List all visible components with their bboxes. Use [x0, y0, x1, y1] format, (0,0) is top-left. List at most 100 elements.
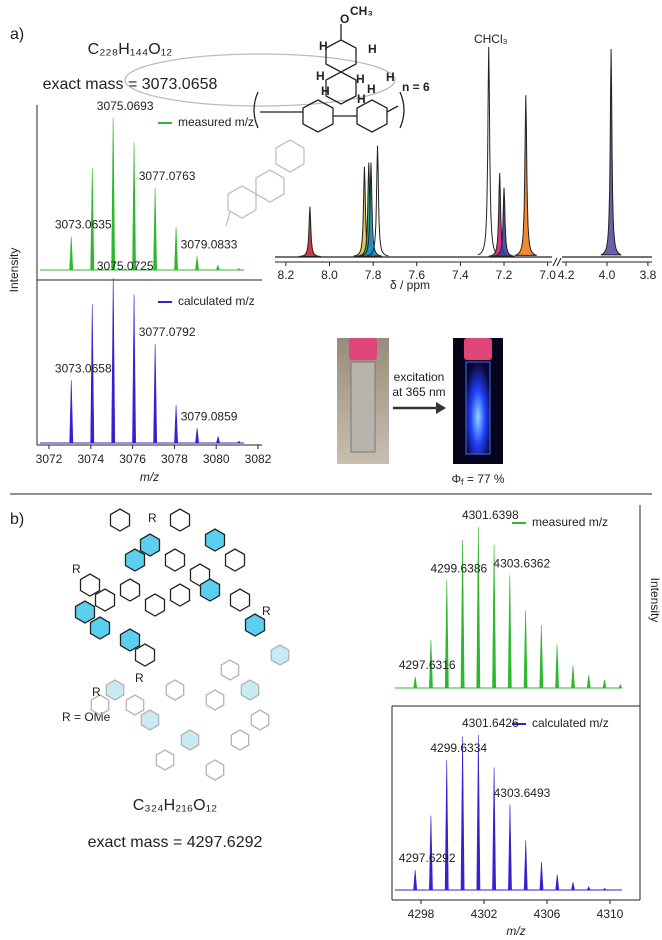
x-tick-label: 3076 [119, 452, 146, 466]
peak [539, 862, 544, 891]
ring [89, 616, 111, 640]
x-tick-label: 7.4 [452, 268, 469, 282]
peak-label: 3079.0833 [181, 237, 238, 251]
legend-label: measured m/z [532, 515, 608, 529]
structure-a-gray [225, 139, 305, 227]
peak-label: 3077.0763 [139, 169, 196, 183]
ring [79, 573, 101, 597]
x-tick-label: 8.0 [321, 268, 338, 282]
peak [195, 256, 199, 271]
structure-label: H [368, 42, 377, 56]
qy-value: = 77 % [464, 472, 505, 486]
peak [460, 539, 465, 689]
ring [140, 709, 160, 731]
ring [105, 679, 125, 701]
r-label: R [262, 604, 271, 618]
peak [602, 679, 607, 689]
peak [571, 882, 575, 891]
peak [507, 575, 512, 689]
ring [240, 679, 260, 701]
ring [134, 643, 156, 667]
ring [244, 613, 266, 637]
ring [74, 600, 96, 624]
exact-mass: exact mass = 4297.6292 [88, 834, 263, 851]
r-label: R [135, 671, 144, 685]
x-tick-label: 4.2 [558, 268, 575, 282]
x-tick-label: 4.0 [599, 268, 616, 282]
structure-label: O [340, 12, 349, 26]
ring [220, 659, 240, 681]
x-tick-label: 4298 [408, 907, 435, 921]
r-label: R [72, 562, 81, 576]
peak [69, 236, 74, 271]
y-axis-label: Intensity [648, 578, 662, 623]
peak [492, 544, 496, 689]
excitation-text: excitation [394, 370, 445, 384]
peak [413, 869, 418, 891]
peak [111, 277, 116, 444]
ring [144, 593, 166, 617]
peak-label: 4297.6316 [399, 658, 456, 672]
peak [236, 268, 242, 271]
peak [429, 815, 433, 891]
r-label: R [92, 685, 101, 699]
ring [139, 533, 161, 557]
peak [508, 804, 512, 891]
peak [153, 343, 158, 444]
structure-label: H [367, 82, 376, 96]
qy-symbol: Φ [451, 472, 461, 486]
peak-label: 3073.0658 [55, 361, 112, 375]
peak-label: 3075.0693 [97, 99, 154, 113]
nmr-peak [493, 187, 515, 257]
peak-label: 3075.0725 [97, 259, 154, 273]
quantum-yield: Φf = 77 % [451, 472, 504, 487]
peak [216, 436, 221, 444]
ring [119, 578, 141, 602]
nmr-peak [298, 206, 321, 257]
peak [132, 294, 136, 444]
peak [69, 380, 74, 444]
ring [119, 628, 141, 652]
x-axis-label: m/z [140, 470, 159, 484]
peak-label: 4303.6362 [493, 556, 550, 570]
x-tick-label: 8.2 [278, 268, 295, 282]
peak [413, 676, 418, 689]
nmr-peak [600, 49, 622, 256]
peak [444, 759, 449, 891]
structure-label: H [321, 84, 330, 98]
peak-label: 4303.6493 [494, 786, 551, 800]
peak [492, 767, 496, 891]
x-axis-label: m/z [506, 924, 525, 938]
legend-label: measured m/z [178, 115, 254, 129]
x-axis-label: δ / ppm [390, 278, 430, 292]
peak-label: 4301.6398 [462, 508, 519, 522]
structure-b [74, 508, 290, 781]
peak-label: 4299.6334 [430, 741, 487, 755]
peak [618, 684, 623, 689]
y-axis-label: Intensity [7, 248, 21, 293]
peak [174, 405, 178, 444]
structure-label: CH₃ [350, 4, 373, 18]
peak [460, 736, 465, 891]
peak-label: 4301.6426 [462, 716, 519, 730]
peak [90, 304, 95, 444]
peak [429, 639, 433, 689]
x-tick-label: 3082 [245, 452, 272, 466]
peak [444, 580, 449, 689]
legend-label: calculated m/z [178, 294, 255, 308]
ring [164, 548, 186, 572]
peak [555, 644, 559, 689]
legend-label: calculated m/z [532, 716, 609, 730]
structure-label: H [316, 69, 325, 83]
peak-label: 3079.0859 [181, 409, 238, 423]
peak [523, 840, 528, 891]
x-tick-label: 3.8 [640, 268, 657, 282]
ring [165, 679, 185, 701]
x-tick-label: 4302 [471, 907, 498, 921]
ring [169, 508, 191, 532]
peak [539, 625, 544, 689]
peak [602, 888, 607, 891]
ring [124, 548, 146, 572]
x-tick-label: 4306 [534, 907, 561, 921]
